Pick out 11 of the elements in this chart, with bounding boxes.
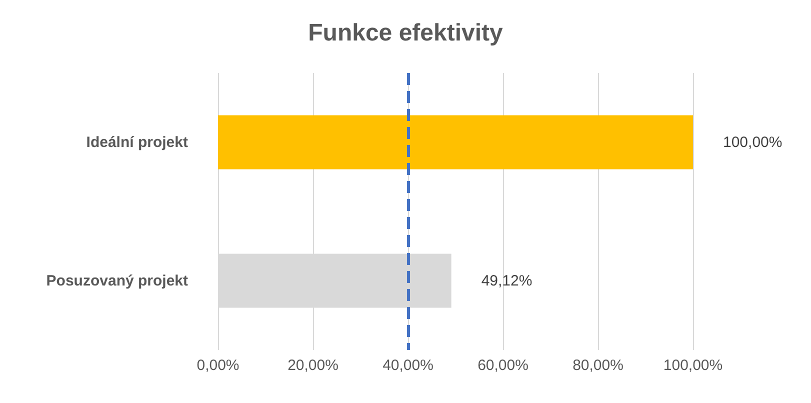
chart-title: Funkce efektivity bbox=[308, 20, 504, 46]
x-tick-label: 0,00% bbox=[196, 357, 240, 374]
y-tick-label: Posuzovaný projekt bbox=[46, 272, 188, 290]
x-tick-label: 60,00% bbox=[478, 357, 528, 374]
data-label: 49,12% bbox=[481, 272, 532, 290]
x-tick-label: 80,00% bbox=[572, 357, 624, 374]
x-tick-label: 100,00% bbox=[663, 357, 723, 374]
data-label: 100,00% bbox=[723, 134, 782, 151]
y-tick-label: Ideální projekt bbox=[86, 134, 188, 151]
x-tick-label: 20,00% bbox=[288, 357, 338, 374]
x-tick-label: 40,00% bbox=[382, 357, 434, 374]
